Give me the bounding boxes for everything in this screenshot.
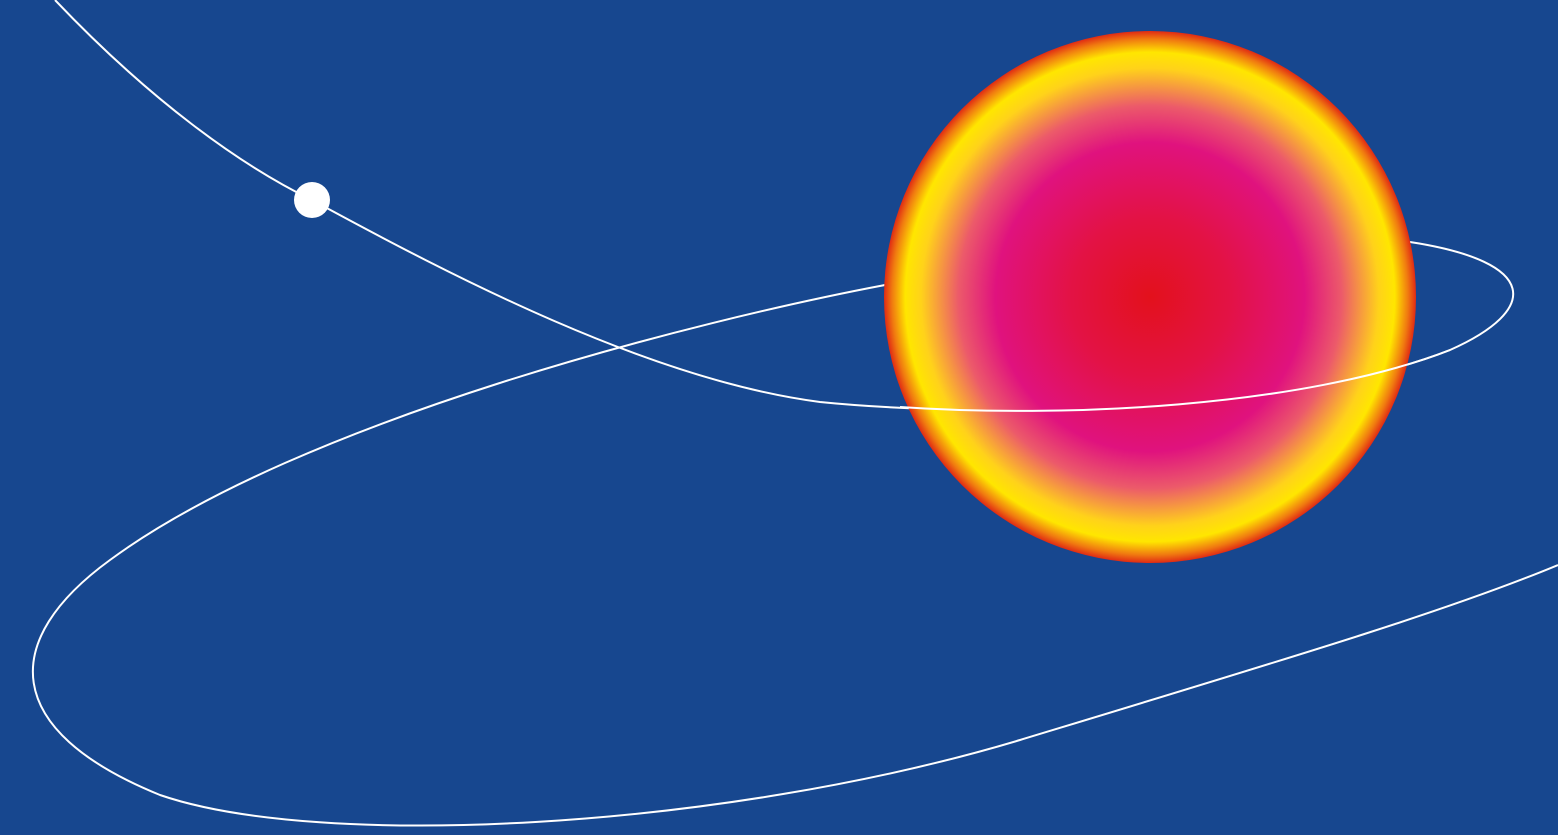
planet: [294, 182, 330, 218]
sun: [884, 31, 1416, 563]
orbit-path: [31, 0, 1558, 827]
orbit-front: [899, 349, 1451, 412]
